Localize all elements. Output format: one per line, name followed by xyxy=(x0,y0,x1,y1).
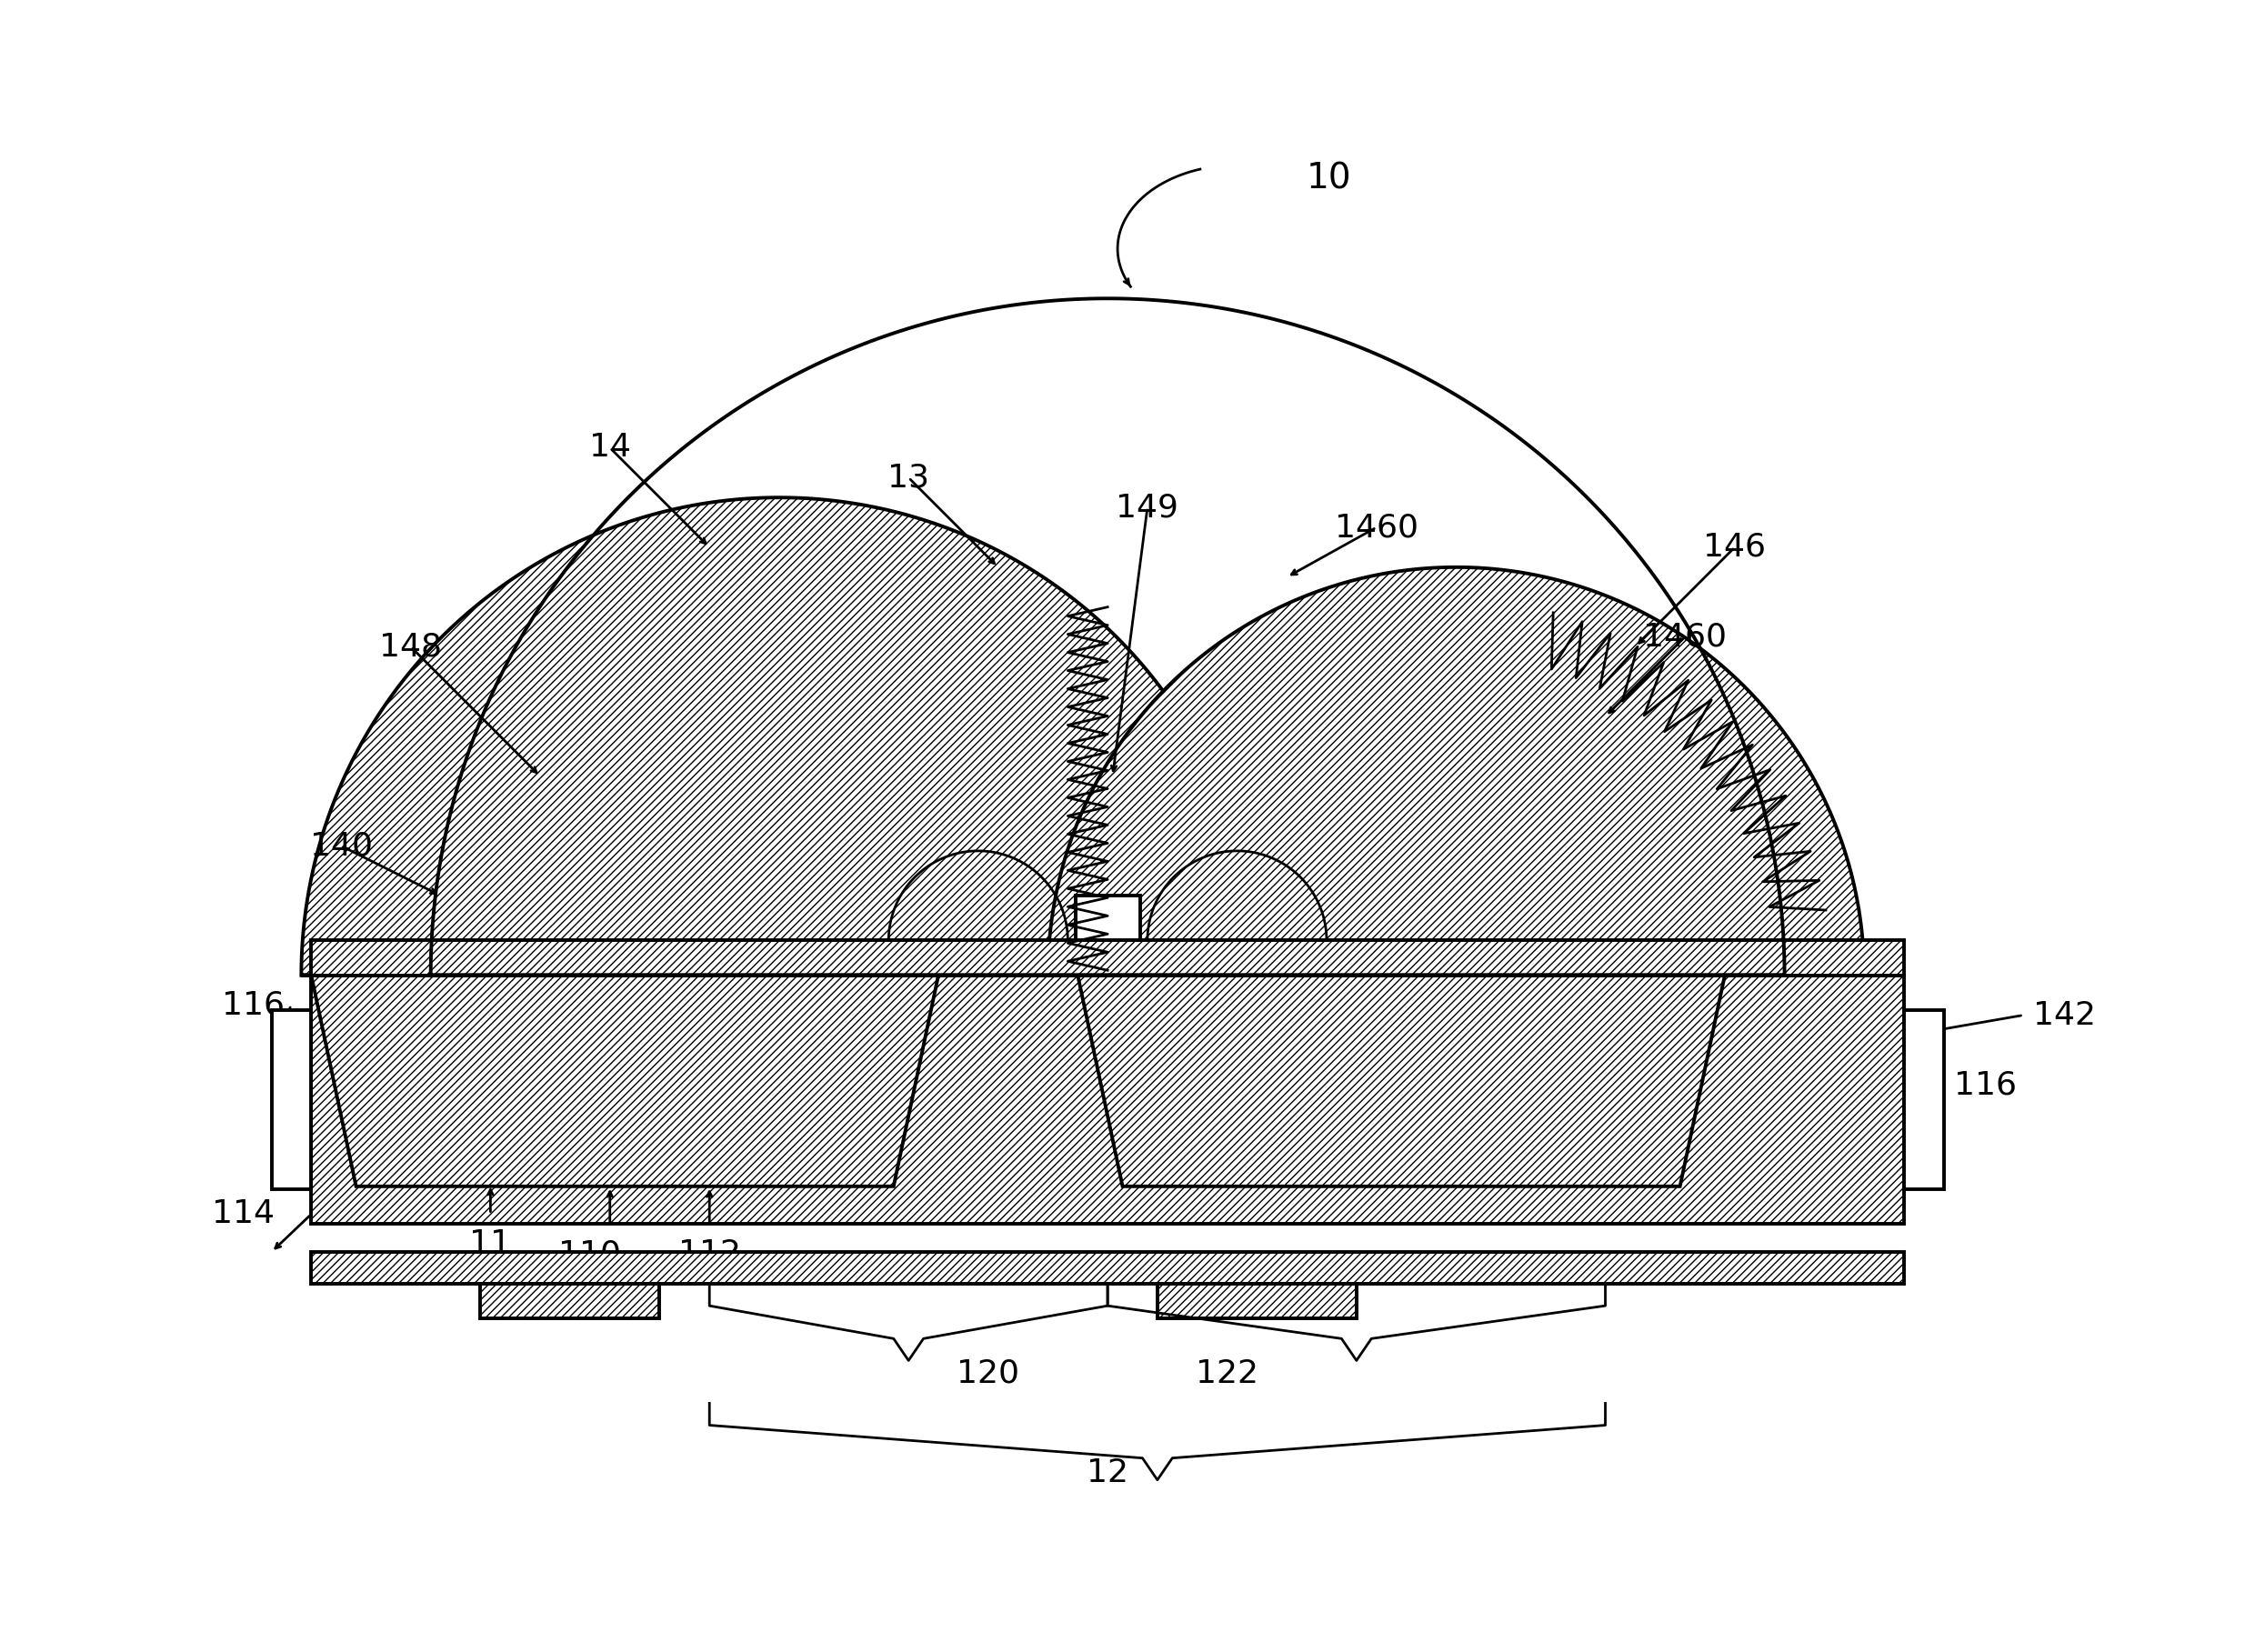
Text: 12: 12 xyxy=(1087,1457,1128,1488)
Bar xyxy=(1905,1009,1943,1189)
Bar xyxy=(310,1252,1905,1284)
Text: 146: 146 xyxy=(1703,532,1767,563)
Bar xyxy=(1157,1284,1357,1318)
Text: 116: 116 xyxy=(222,990,285,1021)
Bar xyxy=(310,1252,1905,1284)
Text: 114: 114 xyxy=(211,1199,274,1229)
Text: 13: 13 xyxy=(888,463,929,492)
Bar xyxy=(310,940,1905,975)
Text: 149: 149 xyxy=(1117,492,1178,524)
Bar xyxy=(480,1284,659,1318)
Text: 112: 112 xyxy=(677,1239,741,1269)
Text: 14: 14 xyxy=(589,433,632,463)
Polygon shape xyxy=(1078,975,1724,1186)
Bar xyxy=(310,940,1905,975)
Text: 11: 11 xyxy=(469,1229,512,1259)
Bar xyxy=(310,975,1905,1224)
Text: 110: 110 xyxy=(559,1239,621,1269)
Polygon shape xyxy=(1049,567,1864,975)
Text: 142: 142 xyxy=(2034,999,2095,1031)
Text: 120: 120 xyxy=(956,1358,1019,1389)
Bar xyxy=(1076,895,1139,940)
Text: 122: 122 xyxy=(1196,1358,1259,1389)
Bar xyxy=(310,975,1905,1224)
Text: 148: 148 xyxy=(378,631,442,662)
Text: 116: 116 xyxy=(1955,1069,2016,1100)
Bar xyxy=(272,1009,310,1189)
Text: 140: 140 xyxy=(310,831,371,861)
Polygon shape xyxy=(310,975,938,1186)
Text: 1460: 1460 xyxy=(1642,621,1726,653)
Bar xyxy=(1157,1284,1357,1318)
Bar xyxy=(480,1284,659,1318)
Polygon shape xyxy=(301,497,1257,975)
Text: 10: 10 xyxy=(1307,162,1352,197)
Text: 1460: 1460 xyxy=(1334,512,1418,544)
